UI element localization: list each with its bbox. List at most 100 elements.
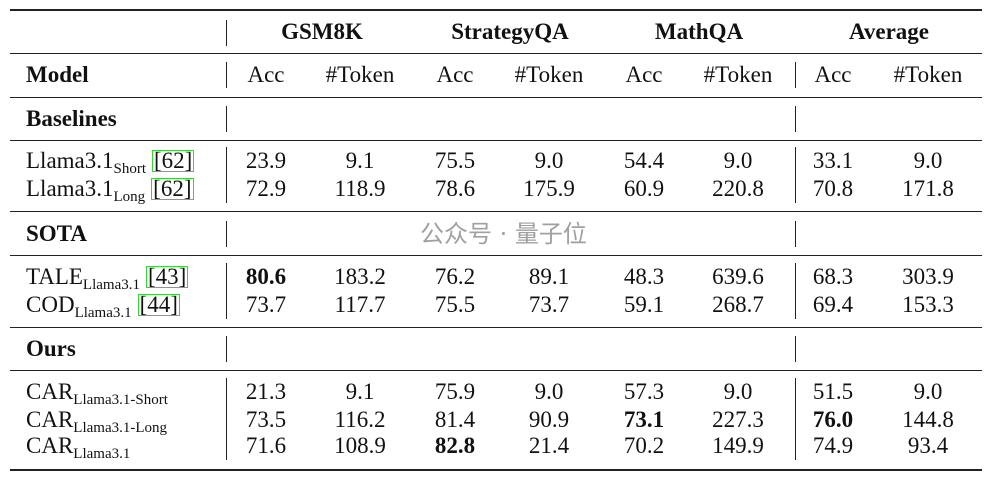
- column-separator: [795, 221, 797, 247]
- table-cell: 144.8: [902, 407, 954, 432]
- table-cell: 183.2: [334, 264, 386, 289]
- column-separator: [226, 62, 228, 88]
- column-group-header: GSM8K: [281, 19, 363, 44]
- table-rule: [10, 255, 982, 257]
- table-cell: 54.4: [623, 148, 665, 173]
- section-title: SOTA: [26, 221, 87, 246]
- citation-link[interactable]: [43]: [146, 264, 189, 289]
- table-cell: 23.9: [245, 148, 287, 173]
- model-header: Model: [26, 62, 89, 87]
- table-rule: [10, 370, 982, 372]
- column-separator: [226, 221, 228, 247]
- column-separator: [795, 147, 797, 203]
- table-cell: 78.6: [434, 176, 476, 201]
- table-rule: [10, 211, 982, 213]
- column-header: #Token: [514, 62, 584, 87]
- column-header: Acc: [247, 62, 285, 87]
- table-cell: 9.1: [345, 379, 375, 404]
- table-cell: 73.1: [623, 407, 665, 432]
- table-cell: 82.8: [434, 433, 476, 458]
- model-subscript: Long: [113, 189, 146, 205]
- model-subscript: Llama3.1: [73, 446, 131, 462]
- column-header: #Token: [325, 62, 395, 87]
- table-cell: 175.9: [523, 176, 575, 201]
- table-cell: 71.6: [245, 433, 287, 458]
- column-group-header: MathQA: [654, 19, 744, 44]
- column-separator: [226, 106, 228, 132]
- section-title: Ours: [26, 336, 76, 361]
- table-cell: 227.3: [712, 407, 764, 432]
- table-cell: 117.7: [334, 292, 386, 317]
- table-cell: 76.0: [812, 407, 854, 432]
- column-header: #Token: [893, 62, 963, 87]
- table-cell: 76.2: [434, 264, 476, 289]
- table-rule: [10, 53, 982, 55]
- model-base-name: CAR: [26, 433, 74, 458]
- table-cell: 93.4: [907, 433, 949, 458]
- table-cell: 268.7: [712, 292, 764, 317]
- watermark: 公众号 · 量子位: [420, 220, 587, 248]
- table-rule: [10, 327, 982, 329]
- table-cell: 9.0: [723, 379, 753, 404]
- table-cell: 73.5: [245, 407, 287, 432]
- table-cell: 70.2: [623, 433, 665, 458]
- table-cell: 171.8: [902, 176, 954, 201]
- column-separator: [226, 147, 228, 203]
- table-rule: [10, 469, 982, 472]
- table-cell: 59.1: [623, 292, 665, 317]
- table-cell: 639.6: [712, 264, 764, 289]
- table-cell: 75.5: [434, 292, 476, 317]
- model-subscript: Short: [113, 161, 147, 177]
- model-name: CODLlama3.1 [44]: [26, 292, 180, 321]
- table-cell: 57.3: [623, 379, 665, 404]
- table-cell: 9.0: [913, 148, 943, 173]
- model-subscript: Llama3.1-Short: [73, 392, 168, 408]
- table-cell: 80.6: [245, 264, 287, 289]
- column-separator: [795, 106, 797, 132]
- model-base-name: Llama3.1: [26, 148, 114, 173]
- model-subscript: Llama3.1-Long: [73, 420, 168, 436]
- table-cell: 74.9: [812, 433, 854, 458]
- model-name: Llama3.1Short [62]: [26, 148, 195, 177]
- table-cell: 70.8: [812, 176, 854, 201]
- table-cell: 9.0: [913, 379, 943, 404]
- table-cell: 21.3: [245, 379, 287, 404]
- table-rule: [10, 9, 982, 12]
- column-separator: [226, 263, 228, 319]
- model-name: CARLlama3.1-Short: [26, 379, 168, 408]
- table-cell: 220.8: [712, 176, 764, 201]
- column-group-header: StrategyQA: [451, 19, 569, 44]
- table-cell: 153.3: [902, 292, 954, 317]
- citation-link[interactable]: [62]: [152, 148, 195, 173]
- column-header: Acc: [436, 62, 474, 87]
- table-cell: 116.2: [334, 407, 386, 432]
- table-cell: 9.1: [345, 148, 375, 173]
- table-cell: 60.9: [623, 176, 665, 201]
- model-base-name: COD: [26, 292, 75, 317]
- model-name: CARLlama3.1: [26, 433, 131, 462]
- table-cell: 33.1: [812, 148, 854, 173]
- column-group-header: Average: [848, 19, 930, 44]
- model-subscript: Llama3.1: [74, 305, 132, 321]
- section-title: Baselines: [26, 106, 117, 131]
- table-rule: [10, 97, 982, 99]
- table-cell: 69.4: [812, 292, 854, 317]
- table-cell: 51.5: [812, 379, 854, 404]
- citation-link[interactable]: [44]: [137, 292, 180, 317]
- model-base-name: CAR: [26, 407, 74, 432]
- model-name: Llama3.1Long [62]: [26, 176, 194, 205]
- table-cell: 303.9: [902, 264, 954, 289]
- table-cell: 68.3: [812, 264, 854, 289]
- model-name: TALELlama3.1 [43]: [26, 264, 189, 293]
- column-header: Acc: [814, 62, 852, 87]
- column-separator: [795, 378, 797, 460]
- column-separator: [226, 378, 228, 460]
- model-base-name: Llama3.1: [26, 176, 114, 201]
- table-cell: 81.4: [434, 407, 476, 432]
- table-cell: 9.0: [534, 379, 564, 404]
- table-cell: 90.9: [528, 407, 570, 432]
- citation-link[interactable]: [62]: [151, 176, 194, 201]
- column-separator: [795, 62, 797, 88]
- column-header: Acc: [625, 62, 663, 87]
- table-cell: 21.4: [528, 433, 570, 458]
